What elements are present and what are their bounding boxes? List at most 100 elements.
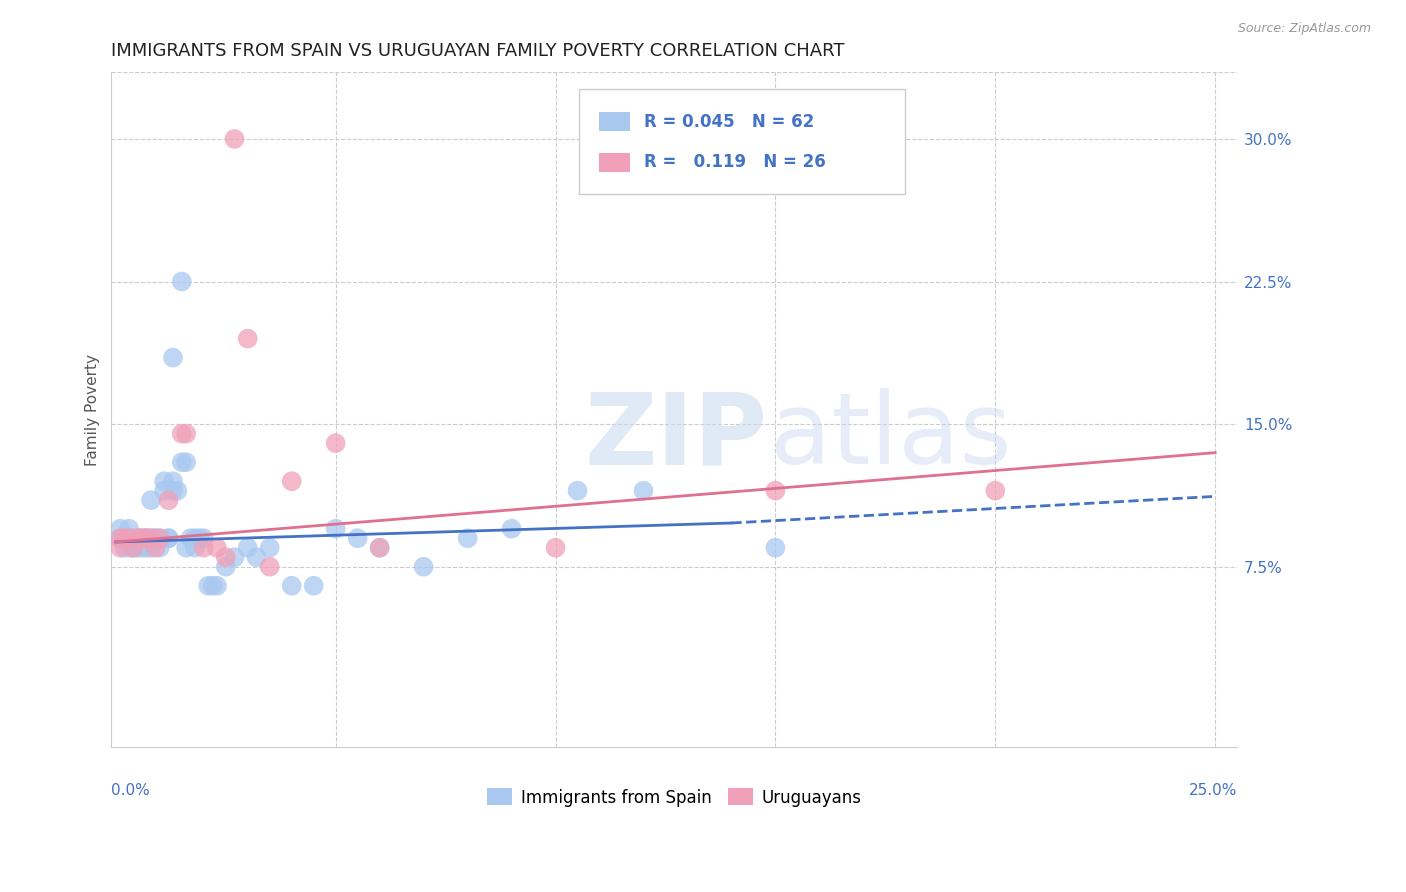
Text: 0.0%: 0.0% <box>111 782 150 797</box>
Point <box>108 541 131 555</box>
Point <box>135 531 157 545</box>
Point <box>149 541 172 555</box>
Point <box>193 541 215 555</box>
Point <box>127 531 149 545</box>
Point <box>215 550 238 565</box>
Legend: Immigrants from Spain, Uruguayans: Immigrants from Spain, Uruguayans <box>481 781 868 814</box>
Point <box>157 531 180 545</box>
Text: ZIP: ZIP <box>585 388 768 485</box>
Point <box>153 474 176 488</box>
Y-axis label: Family Poverty: Family Poverty <box>86 354 100 466</box>
Point <box>108 531 131 545</box>
Point <box>236 332 259 346</box>
Point <box>153 483 176 498</box>
Point <box>145 531 167 545</box>
Point <box>544 541 567 555</box>
Point <box>157 531 180 545</box>
Point <box>127 541 149 555</box>
Point <box>302 579 325 593</box>
Point <box>127 531 149 545</box>
Point <box>280 474 302 488</box>
Point <box>149 531 172 545</box>
Point <box>135 531 157 545</box>
Point <box>174 455 197 469</box>
Point <box>118 531 141 545</box>
Point <box>114 541 136 555</box>
Point <box>162 483 184 498</box>
Point <box>131 531 153 545</box>
Point <box>145 531 167 545</box>
Point <box>984 483 1007 498</box>
Point <box>325 436 347 450</box>
Point <box>122 541 145 555</box>
Point <box>114 531 136 545</box>
Point <box>118 531 141 545</box>
Point <box>259 559 281 574</box>
Point <box>457 531 479 545</box>
Point <box>139 541 162 555</box>
Text: 25.0%: 25.0% <box>1188 782 1237 797</box>
Point <box>114 531 136 545</box>
Point <box>201 579 224 593</box>
Point <box>205 579 228 593</box>
Point <box>135 541 157 555</box>
Point <box>170 455 193 469</box>
Point <box>236 541 259 555</box>
Point <box>184 541 207 555</box>
Point <box>224 550 246 565</box>
Point <box>139 531 162 545</box>
Point <box>108 522 131 536</box>
Point <box>122 541 145 555</box>
Point <box>205 541 228 555</box>
FancyBboxPatch shape <box>579 89 905 194</box>
Point <box>118 522 141 536</box>
Text: R =   0.119   N = 26: R = 0.119 N = 26 <box>644 153 825 171</box>
Point <box>108 531 131 545</box>
Point <box>567 483 589 498</box>
Point <box>122 531 145 545</box>
Point <box>501 522 523 536</box>
Point <box>162 351 184 365</box>
Point <box>765 541 787 555</box>
Point <box>174 426 197 441</box>
Text: IMMIGRANTS FROM SPAIN VS URUGUAYAN FAMILY POVERTY CORRELATION CHART: IMMIGRANTS FROM SPAIN VS URUGUAYAN FAMIL… <box>111 42 845 60</box>
Point <box>131 531 153 545</box>
Point <box>139 493 162 508</box>
Point <box>157 493 180 508</box>
Point <box>145 541 167 555</box>
Point <box>412 559 434 574</box>
Point <box>224 132 246 146</box>
Point <box>135 531 157 545</box>
Point <box>280 579 302 593</box>
Point <box>122 531 145 545</box>
Point <box>184 531 207 545</box>
Point <box>114 531 136 545</box>
Point <box>193 531 215 545</box>
Point <box>170 426 193 441</box>
Point <box>180 531 202 545</box>
Point <box>174 541 197 555</box>
Point <box>368 541 391 555</box>
Point <box>346 531 368 545</box>
Point <box>131 541 153 555</box>
Text: R = 0.045   N = 62: R = 0.045 N = 62 <box>644 112 814 131</box>
Point <box>215 559 238 574</box>
Point <box>170 275 193 289</box>
Point <box>245 550 267 565</box>
Point <box>166 483 188 498</box>
Point <box>118 531 141 545</box>
Point <box>368 541 391 555</box>
FancyBboxPatch shape <box>599 153 630 171</box>
FancyBboxPatch shape <box>599 112 630 131</box>
Point <box>118 541 141 555</box>
Text: atlas: atlas <box>770 388 1011 485</box>
Point <box>188 531 211 545</box>
Point <box>633 483 655 498</box>
Text: Source: ZipAtlas.com: Source: ZipAtlas.com <box>1237 22 1371 36</box>
Point <box>149 531 172 545</box>
Point <box>325 522 347 536</box>
Point <box>127 531 149 545</box>
Point <box>765 483 787 498</box>
Point <box>259 541 281 555</box>
Point <box>139 531 162 545</box>
